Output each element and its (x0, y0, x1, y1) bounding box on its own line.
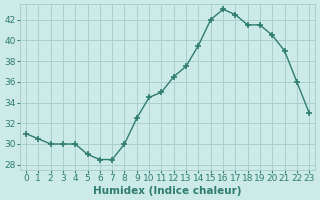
X-axis label: Humidex (Indice chaleur): Humidex (Indice chaleur) (93, 186, 242, 196)
